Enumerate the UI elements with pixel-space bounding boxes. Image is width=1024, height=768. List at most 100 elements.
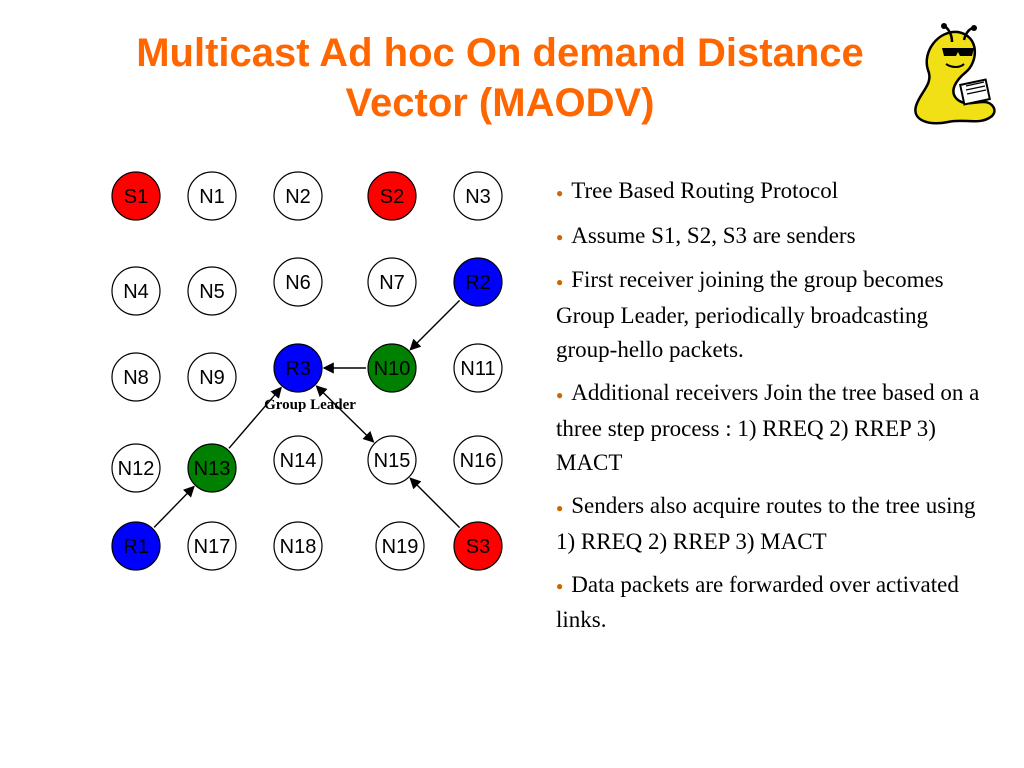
node-label: N1 — [199, 186, 225, 208]
node-r2: R2 — [453, 257, 503, 307]
edges-layer — [153, 299, 461, 529]
bullet-item: ● Assume S1, S2, S3 are senders — [556, 219, 986, 255]
node-label: N11 — [460, 358, 495, 380]
node-label: N5 — [199, 281, 225, 303]
node-circle — [187, 443, 237, 493]
node-circle — [453, 257, 503, 307]
node-circle — [273, 171, 323, 221]
node-n6: N6 — [273, 257, 323, 307]
bullet-text: Data packets are forwarded over activate… — [556, 571, 959, 633]
node-label: N17 — [194, 536, 231, 558]
slide-title-line1: Multicast Ad hoc On demand Distance — [136, 31, 864, 75]
node-circle — [367, 343, 417, 393]
node-n7: N7 — [367, 257, 417, 307]
node-label: S3 — [466, 536, 490, 558]
bullet-item: ● Data packets are forwarded over activat… — [556, 568, 986, 638]
bullet-text: Senders also acquire routes to the tree … — [556, 492, 976, 554]
bullet-item: ● First receiver joining the group become… — [556, 263, 986, 367]
node-circle — [111, 521, 161, 571]
node-label: S2 — [380, 186, 404, 208]
edge-n13-to-r3 — [228, 386, 282, 449]
slug-mascot-logo — [914, 23, 996, 125]
node-r1: R1 — [111, 521, 161, 571]
node-n16: N16 — [453, 435, 503, 485]
bullet-list: ● Tree Based Routing Protocol ● Assume S1, … — [556, 174, 986, 646]
node-circle — [367, 257, 417, 307]
node-n10: N10 — [367, 343, 417, 393]
node-label: N14 — [280, 450, 317, 472]
node-n9: N9 — [187, 352, 237, 402]
node-n14: N14 — [273, 435, 323, 485]
node-circle — [273, 343, 323, 393]
node-label: N8 — [123, 367, 149, 389]
edge-s3-to-n15 — [409, 477, 461, 529]
node-n4: N4 — [111, 266, 161, 316]
node-label: R3 — [285, 358, 311, 380]
group-leader-label: Group Leader — [264, 397, 356, 413]
bullet-dot-icon: ● — [556, 387, 564, 402]
node-n17: N17 — [187, 521, 237, 571]
bullet-text: Tree Based Routing Protocol — [571, 178, 839, 203]
node-label: S1 — [124, 186, 148, 208]
node-n12: N12 — [111, 443, 161, 493]
node-label: N6 — [285, 272, 311, 294]
node-n2: N2 — [273, 171, 323, 221]
edge-r1-to-n13 — [153, 485, 195, 528]
bullet-text: First receiver joining the group becomes… — [556, 267, 944, 363]
node-circle — [375, 521, 425, 571]
node-n18: N18 — [273, 521, 323, 571]
node-circle — [367, 171, 417, 221]
node-circle — [111, 266, 161, 316]
node-circle — [367, 435, 417, 485]
node-circle — [453, 171, 503, 221]
node-circle — [187, 521, 237, 571]
bullet-dot-icon: ● — [556, 579, 564, 594]
maodv-network-diagram: S1 N1 N2 S2 N3 N4 N5 N6 N7 R2 N8 N9 R3 N10 N11 N12 N13 N1… — [111, 171, 503, 571]
node-circle — [273, 257, 323, 307]
bullet-dot-icon: ● — [556, 275, 564, 290]
node-label: R1 — [123, 536, 149, 558]
node-label: N12 — [118, 458, 155, 480]
node-n1: N1 — [187, 171, 237, 221]
node-n13: N13 — [187, 443, 237, 493]
bullet-dot-icon: ● — [556, 230, 564, 245]
node-s2: S2 — [367, 171, 417, 221]
edge-r2-to-n10 — [409, 299, 461, 351]
node-n19: N19 — [375, 521, 425, 571]
node-label: N13 — [194, 458, 231, 480]
node-n11: N11 — [453, 343, 503, 393]
node-n3: N3 — [453, 171, 503, 221]
node-label: N2 — [285, 186, 311, 208]
node-circle — [453, 435, 503, 485]
slide-title-line2: Vector (MAODV) — [345, 81, 655, 125]
node-label: N10 — [374, 358, 411, 380]
node-s1: S1 — [111, 171, 161, 221]
node-circle — [453, 521, 503, 571]
bullet-item: ● Tree Based Routing Protocol — [556, 174, 986, 210]
node-n5: N5 — [187, 266, 237, 316]
node-label: N3 — [465, 186, 491, 208]
edge-n15-to-r3 — [315, 385, 375, 443]
node-r3: R3 — [273, 343, 323, 393]
node-label: N7 — [379, 272, 405, 294]
bullet-text: Additional receivers Join the tree based… — [556, 380, 980, 475]
node-label: N16 — [460, 450, 497, 472]
node-label: N19 — [382, 536, 419, 558]
nodes-layer: S1 N1 N2 S2 N3 N4 N5 N6 N7 R2 N8 N9 R3 N10 N11 N12 N13 N1… — [111, 171, 503, 571]
bullet-text: Assume S1, S2, S3 are senders — [571, 222, 856, 248]
node-label: N15 — [374, 450, 411, 472]
slide-title: Multicast Ad hoc On demand Distance Vect… — [60, 28, 940, 128]
node-n15: N15 — [367, 435, 417, 485]
node-label: N9 — [199, 367, 225, 389]
node-s3: S3 — [453, 521, 503, 571]
bullet-dot-icon: ● — [556, 185, 564, 200]
node-circle — [111, 443, 161, 493]
node-circle — [273, 435, 323, 485]
node-circle — [111, 171, 161, 221]
bullet-item: ● Additional receivers Join the tree base… — [556, 376, 986, 480]
node-label: N18 — [280, 536, 317, 558]
node-label: R2 — [465, 272, 491, 294]
node-label: N4 — [123, 281, 149, 303]
node-circle — [187, 171, 237, 221]
node-circle — [111, 352, 161, 402]
